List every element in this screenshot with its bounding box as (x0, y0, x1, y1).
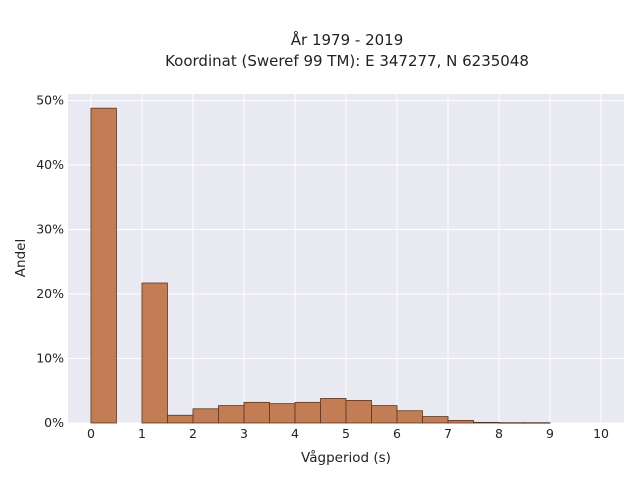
x-tick-label: 6 (393, 426, 401, 441)
y-tick-label: 20% (36, 286, 64, 301)
x-tick-label: 8 (495, 426, 503, 441)
x-tick-label: 0 (87, 426, 95, 441)
histogram-bar (447, 420, 474, 424)
histogram-bar (371, 405, 398, 424)
x-tick-label: 9 (546, 426, 554, 441)
histogram-bar (473, 421, 500, 424)
histogram-bar (422, 416, 449, 424)
x-tick-label: 10 (593, 426, 609, 441)
chart-title: År 1979 - 2019 (291, 30, 404, 49)
y-tick-label: 30% (36, 221, 64, 236)
y-tick-label: 50% (36, 92, 64, 107)
x-axis-ticks: 0 1 2 3 4 5 6 7 8 9 10 (87, 426, 609, 441)
histogram-bar (218, 405, 245, 424)
histogram-bar (269, 403, 296, 424)
histogram-bar (396, 410, 423, 424)
grid-lines (68, 94, 624, 424)
histogram-bar (498, 422, 525, 424)
x-tick-label: 2 (189, 426, 197, 441)
histogram-bar (192, 408, 219, 424)
histogram-bar (243, 401, 270, 424)
x-tick-label: 7 (444, 426, 452, 441)
y-tick-label: 0% (44, 415, 64, 430)
x-tick-label: 5 (342, 426, 350, 441)
chart-subtitle: Koordinat (Sweref 99 TM): E 347277, N 62… (165, 52, 529, 70)
histogram-bar (345, 400, 372, 424)
histogram-bar (524, 422, 551, 424)
histogram-bars (90, 107, 551, 424)
y-tick-label: 40% (36, 157, 64, 172)
histogram-bar (90, 107, 117, 424)
x-axis-label: Vågperiod (s) (301, 449, 391, 466)
x-tick-label: 3 (240, 426, 248, 441)
y-axis-ticks: 0% 10% 20% 30% 40% 50% (36, 92, 64, 430)
histogram-bar (167, 414, 194, 424)
histogram-bar (294, 401, 321, 424)
y-axis-label: Andel (13, 239, 29, 277)
histogram-bar (141, 282, 168, 424)
x-tick-label: 1 (138, 426, 146, 441)
y-tick-label: 10% (36, 350, 64, 365)
histogram-bar (320, 398, 347, 424)
x-tick-label: 4 (291, 426, 299, 441)
